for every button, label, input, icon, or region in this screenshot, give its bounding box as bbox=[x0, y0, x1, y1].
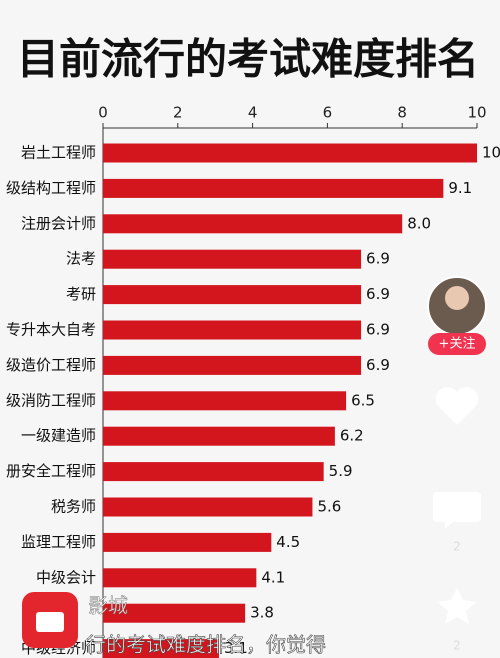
bar bbox=[103, 462, 324, 482]
value-label: 9.1 bbox=[448, 179, 472, 197]
y-tick-label: 中级会计 bbox=[36, 568, 96, 586]
y-tick-label: 一级建造师 bbox=[21, 427, 96, 445]
value-label: 6.9 bbox=[366, 285, 390, 303]
bar bbox=[103, 320, 362, 340]
y-tick-label: 注册会计师 bbox=[21, 214, 96, 232]
y-tick-label: 级消防工程师 bbox=[6, 391, 96, 409]
favorite-count: 2 bbox=[453, 639, 461, 653]
x-tick-label: 6 bbox=[323, 104, 333, 122]
y-tick-label: 岩土工程师 bbox=[21, 144, 96, 162]
bar bbox=[103, 285, 362, 305]
bar bbox=[103, 355, 362, 375]
y-tick-label: 级造价工程师 bbox=[6, 356, 96, 374]
bar bbox=[103, 568, 257, 588]
bar bbox=[103, 391, 347, 411]
x-tick-label: 10 bbox=[467, 104, 486, 122]
value-label: 6.2 bbox=[340, 427, 364, 445]
x-tick-label: 4 bbox=[248, 104, 258, 122]
bar bbox=[103, 249, 362, 269]
x-tick-label: 8 bbox=[397, 104, 407, 122]
comment-count: 2 bbox=[453, 540, 461, 554]
x-tick-label: 2 bbox=[173, 104, 183, 122]
bar bbox=[103, 497, 313, 517]
value-label: 6.9 bbox=[366, 356, 390, 374]
value-label: 4.5 bbox=[276, 533, 300, 551]
value-label: 8.0 bbox=[407, 214, 431, 232]
app-icon-glyph bbox=[36, 612, 64, 632]
bar bbox=[103, 178, 444, 198]
y-tick-label: 册安全工程师 bbox=[6, 462, 96, 480]
value-label: 4.1 bbox=[261, 568, 285, 586]
y-tick-label: 考研 bbox=[66, 285, 96, 303]
follow-label: +关注 bbox=[439, 337, 476, 352]
follow-button[interactable] bbox=[428, 333, 486, 355]
author-name[interactable]: 影城 bbox=[88, 593, 129, 618]
y-tick-label: 税务师 bbox=[51, 498, 96, 516]
bar bbox=[103, 603, 246, 623]
comment-icon[interactable] bbox=[433, 492, 481, 529]
bar bbox=[103, 426, 335, 446]
caption: 行的考试难度排名，你觉得 bbox=[86, 633, 326, 657]
value-label: 10 bbox=[482, 144, 500, 162]
y-tick-label: 级结构工程师 bbox=[6, 179, 96, 197]
value-label: 6.9 bbox=[366, 250, 390, 268]
bar bbox=[103, 532, 272, 552]
favorite-icon[interactable] bbox=[438, 588, 476, 624]
value-label: 5.9 bbox=[329, 462, 353, 480]
y-tick-label: 监理工程师 bbox=[21, 533, 96, 551]
y-tick-label: 专升本大自考 bbox=[6, 321, 96, 339]
like-icon[interactable] bbox=[435, 387, 479, 425]
value-label: 6.5 bbox=[351, 391, 375, 409]
x-tick-label: 0 bbox=[98, 104, 108, 122]
avatar-face bbox=[445, 286, 469, 310]
bar bbox=[103, 214, 403, 234]
value-label: 6.9 bbox=[366, 321, 390, 339]
chart-title: 目前流行的考试难度排名 bbox=[17, 35, 479, 84]
side-bar: +关注 2 2 bbox=[427, 276, 487, 653]
value-label: 5.6 bbox=[317, 498, 341, 516]
bar bbox=[103, 143, 477, 163]
value-label: 3.8 bbox=[250, 604, 274, 622]
bar bbox=[103, 639, 219, 658]
value-label: 3.1 bbox=[224, 639, 248, 657]
y-tick-label: 法考 bbox=[66, 250, 96, 268]
